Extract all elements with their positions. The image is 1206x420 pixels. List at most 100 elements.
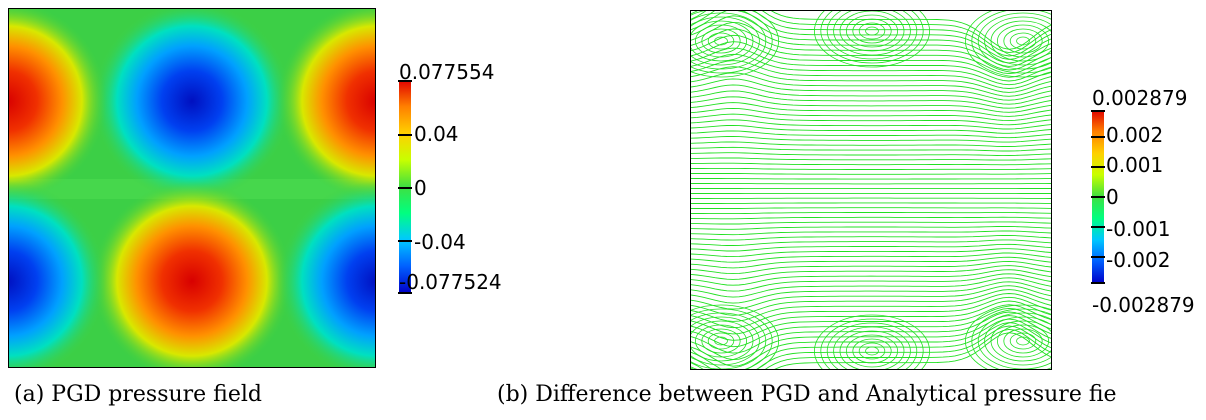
streamline bbox=[691, 152, 1051, 157]
vortex-loop bbox=[820, 11, 924, 64]
vortex-loop bbox=[852, 338, 892, 364]
vortex-loop bbox=[691, 11, 773, 74]
streamline bbox=[691, 78, 1051, 101]
vortex-loop bbox=[691, 16, 760, 66]
vortex-loop bbox=[714, 36, 728, 46]
streamline bbox=[691, 84, 1051, 105]
colorbar-b-tick-label: -0.002 bbox=[1106, 248, 1171, 272]
vortex-loop bbox=[694, 24, 748, 58]
vortex-loop bbox=[691, 316, 760, 366]
streamline bbox=[691, 281, 1051, 304]
streamline bbox=[691, 178, 1051, 180]
streamline bbox=[691, 130, 1051, 139]
vortex-loop bbox=[694, 324, 748, 358]
colorbar-a-max-label: 0.077554 bbox=[399, 60, 495, 84]
vortex-loop bbox=[845, 334, 898, 368]
streamline bbox=[691, 66, 1051, 93]
streamline bbox=[691, 296, 1051, 329]
vortex-loop bbox=[707, 332, 735, 350]
vortex-loop bbox=[990, 20, 1051, 62]
streamline bbox=[691, 300, 1051, 335]
vortex-loop bbox=[858, 22, 886, 40]
vortex-loop bbox=[977, 312, 1051, 369]
streamline bbox=[691, 41, 1051, 78]
streamline bbox=[691, 102, 1051, 117]
colorbar-b-min-label: -0.002879 bbox=[1092, 293, 1195, 317]
vortex-loop bbox=[971, 308, 1051, 369]
streamline bbox=[691, 325, 1051, 369]
streamline-group bbox=[691, 11, 1051, 369]
vortex-loop bbox=[826, 11, 918, 60]
vortex-loop bbox=[852, 18, 892, 44]
streamline bbox=[691, 285, 1051, 310]
streamline bbox=[691, 273, 1051, 292]
vortex-loop bbox=[691, 12, 767, 70]
streamline bbox=[691, 265, 1051, 280]
vortex-loop bbox=[691, 308, 773, 369]
vortex-loop bbox=[691, 11, 779, 78]
streamline bbox=[691, 96, 1051, 113]
vortex-loop bbox=[820, 318, 924, 369]
streamline bbox=[691, 162, 1051, 166]
pressure-field-heatmap bbox=[9, 9, 375, 367]
vortex-loop bbox=[839, 11, 905, 52]
vortex-loop bbox=[977, 12, 1051, 70]
vortex-loop bbox=[691, 20, 754, 62]
streamline bbox=[691, 167, 1051, 170]
colorbar-b-max-label: 0.002879 bbox=[1092, 86, 1188, 110]
vortex-loop bbox=[965, 11, 1051, 78]
vortex-loop bbox=[858, 342, 886, 360]
streamline bbox=[691, 136, 1051, 143]
vortex-loop bbox=[691, 312, 767, 369]
streamline bbox=[691, 230, 1051, 236]
vortex-loop bbox=[1016, 36, 1030, 46]
vortex-loop bbox=[701, 28, 741, 54]
vortex-loop bbox=[845, 14, 898, 48]
streamline bbox=[691, 107, 1051, 122]
colorbar-b-tick-label: 0.001 bbox=[1106, 153, 1164, 177]
streamline bbox=[691, 34, 1051, 75]
difference-field-plot bbox=[690, 10, 1052, 370]
pressure-extrema bbox=[9, 9, 375, 367]
streamline bbox=[691, 293, 1051, 322]
vortex-loop bbox=[833, 326, 911, 369]
streamline bbox=[691, 216, 1051, 220]
streamline bbox=[691, 307, 1051, 348]
colorbar-a-min-label: -0.077524 bbox=[399, 270, 502, 294]
high-pressure-region bbox=[277, 9, 375, 201]
streamline bbox=[691, 239, 1051, 246]
streamline bbox=[691, 235, 1051, 241]
vortex-loop bbox=[1003, 328, 1043, 354]
colorbar-a-tick bbox=[398, 240, 412, 242]
colorbar-a-tick bbox=[398, 134, 412, 136]
streamline bbox=[691, 252, 1051, 263]
streamline bbox=[691, 119, 1051, 130]
vortex-loop bbox=[865, 26, 879, 36]
vortex-loop bbox=[965, 304, 1051, 369]
streamline bbox=[691, 318, 1051, 367]
colorbar-a-tick bbox=[398, 292, 412, 294]
streamline bbox=[691, 47, 1051, 82]
vortex-loop bbox=[971, 11, 1051, 74]
streamline bbox=[691, 207, 1051, 209]
colorbar-b-tick-label: 0.002 bbox=[1106, 123, 1164, 147]
low-pressure-region bbox=[92, 9, 292, 201]
streamline bbox=[691, 72, 1051, 97]
streamline bbox=[691, 15, 1051, 64]
streamline bbox=[691, 11, 1051, 54]
vortex-loop bbox=[714, 336, 728, 346]
vortex-loop bbox=[839, 330, 905, 369]
high-pressure-region bbox=[9, 9, 107, 201]
streamline bbox=[691, 124, 1051, 134]
vortex-loop bbox=[826, 322, 918, 369]
difference-streamlines bbox=[691, 11, 1051, 369]
streamline bbox=[691, 53, 1051, 86]
vortex-loop bbox=[833, 11, 911, 56]
streamline bbox=[691, 328, 1051, 369]
colorbar-b-tick bbox=[1091, 166, 1105, 168]
vortex-loop bbox=[1009, 332, 1037, 350]
streamline bbox=[691, 212, 1051, 215]
vortex-loop bbox=[1016, 336, 1030, 346]
vortex-loop bbox=[1003, 28, 1043, 54]
streamline bbox=[691, 304, 1051, 341]
